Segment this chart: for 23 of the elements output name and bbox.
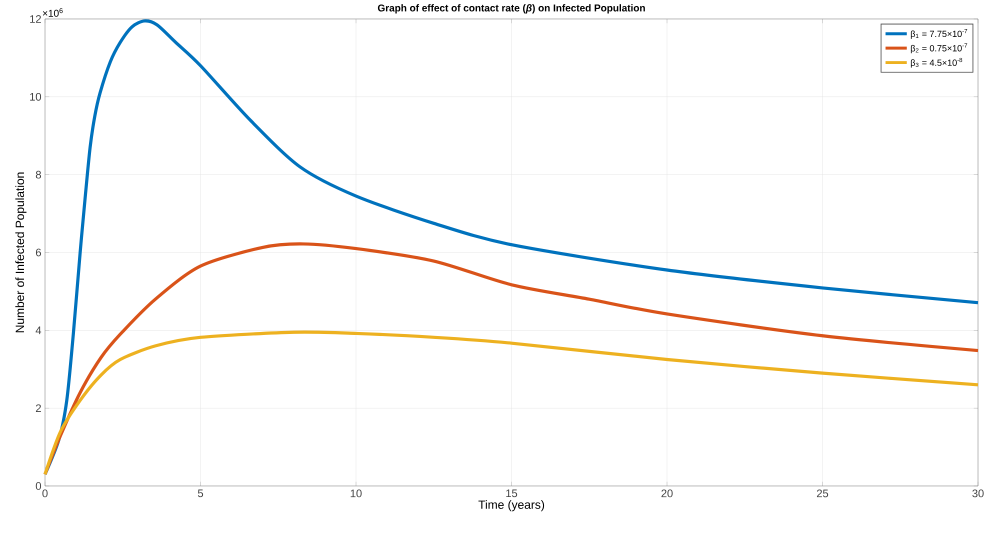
x-tick-label: 0 <box>42 490 48 498</box>
legend-label: β$_{1}$ = 7.75×10$^{-7}$ <box>910 29 968 39</box>
y-tick-label: 10 <box>30 92 42 101</box>
y-axis-title: Number of Infected Population <box>15 172 26 332</box>
x-axis-title: Time (years) <box>478 500 544 512</box>
x-tick-label: 5 <box>198 490 204 498</box>
x-tick-label: 15 <box>506 490 518 498</box>
line-series <box>43 330 980 476</box>
legend-label: β$_{3}$ = 4.5×10$^{-8}$ <box>910 58 962 68</box>
y-tick-label: 6 <box>36 248 42 256</box>
x-tick-label: 25 <box>816 490 828 498</box>
y-tick-label: 12 <box>30 15 41 23</box>
y-tick-label: 8 <box>36 170 42 179</box>
text: ×10$^{6}$ <box>42 8 63 17</box>
x-tick-label: 20 <box>661 490 673 498</box>
legend-label: β$_{2}$ = 0.75×10$^{-7}$ <box>910 43 968 54</box>
y-tick-label: 2 <box>36 404 41 412</box>
x-tick-label: 30 <box>972 490 984 498</box>
y-tick-label: 0 <box>36 482 42 490</box>
line-series <box>43 242 980 476</box>
x-tick-label: 10 <box>350 490 362 498</box>
y-tick-label: 4 <box>36 326 42 334</box>
chart-title: Graph of effect of contact rate (β) on Infected Population <box>378 4 645 14</box>
